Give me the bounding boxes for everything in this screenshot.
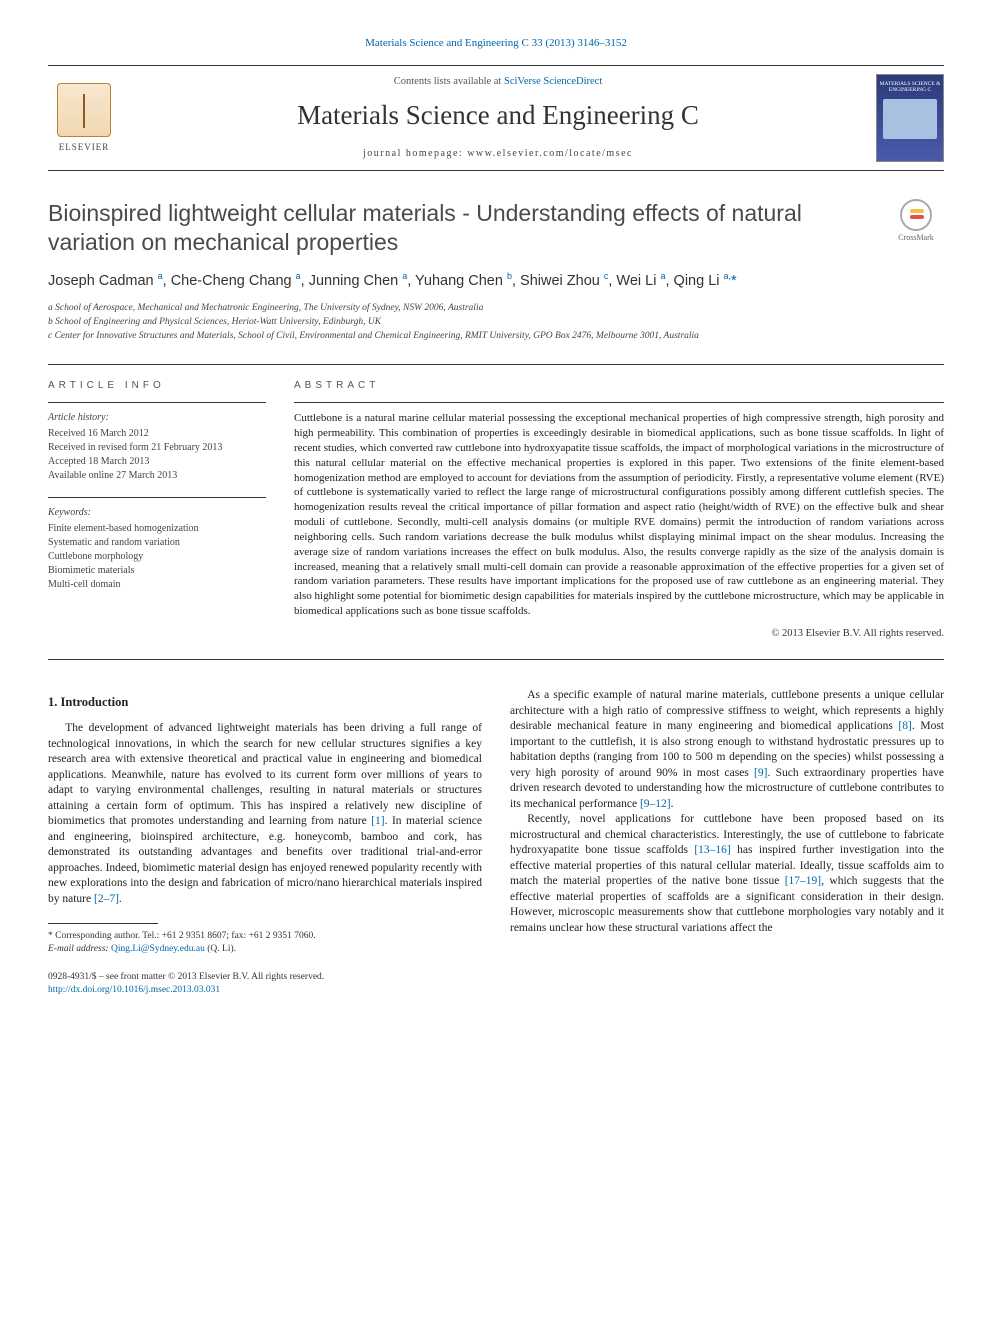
body-paragraph: As a specific example of natural marine …	[510, 688, 944, 812]
body-text: .	[119, 893, 122, 905]
publisher-name: ELSEVIER	[59, 141, 110, 153]
journal-title: Materials Science and Engineering C	[120, 97, 876, 133]
ref-link[interactable]: [1]	[371, 815, 384, 827]
history-line: Received in revised form 21 February 201…	[48, 441, 266, 455]
affiliation-c: c Center for Innovative Structures and M…	[48, 330, 944, 343]
journal-header: ELSEVIER Contents lists available at Sci…	[48, 65, 944, 171]
doi-link[interactable]: http://dx.doi.org/10.1016/j.msec.2013.03…	[48, 984, 482, 997]
divider	[48, 659, 944, 660]
cover-image-placeholder	[883, 99, 937, 139]
abstract-copyright: © 2013 Elsevier B.V. All rights reserved…	[294, 627, 944, 641]
footnote-rule	[48, 923, 158, 924]
body-paragraph: The development of advanced lightweight …	[48, 721, 482, 907]
body-text: The development of advanced lightweight …	[48, 722, 482, 827]
ref-link[interactable]: [9]	[754, 767, 767, 779]
column-footer: * Corresponding author. Tel.: +61 2 9351…	[48, 923, 482, 997]
keyword: Systematic and random variation	[48, 536, 266, 550]
author-list: Joseph Cadman a, Che-Cheng Chang a, Junn…	[48, 270, 944, 291]
keyword: Cuttlebone morphology	[48, 550, 266, 564]
article-title: Bioinspired lightweight cellular materia…	[48, 199, 876, 257]
journal-homepage: journal homepage: www.elsevier.com/locat…	[120, 147, 876, 161]
abstract-column: ABSTRACT Cuttlebone is a natural marine …	[294, 379, 944, 641]
keyword: Biomimetic materials	[48, 564, 266, 578]
crossmark-label: CrossMark	[898, 233, 934, 242]
history-line: Accepted 18 March 2013	[48, 455, 266, 469]
cover-text: MATERIALS SCIENCE & ENGINEERING C	[877, 81, 943, 93]
body-text: .	[671, 798, 674, 810]
history-header: Article history:	[48, 411, 266, 425]
citation-line: Materials Science and Engineering C 33 (…	[48, 36, 944, 51]
corresponding-author-note: * Corresponding author. Tel.: +61 2 9351…	[48, 930, 482, 957]
corr-line-1: * Corresponding author. Tel.: +61 2 9351…	[48, 930, 482, 943]
abstract-text: Cuttlebone is a natural marine cellular …	[294, 411, 944, 619]
body-paragraph: Recently, novel applications for cuttleb…	[510, 812, 944, 936]
contents-line: Contents lists available at SciVerse Sci…	[120, 75, 876, 89]
divider	[48, 364, 944, 365]
divider	[294, 402, 944, 403]
affiliations: a School of Aerospace, Mechanical and Me…	[48, 302, 944, 344]
affiliation-b: b School of Engineering and Physical Sci…	[48, 316, 944, 329]
body-columns: 1. Introduction The development of advan…	[48, 688, 944, 997]
corr-line-2: E-mail address: Qing.Li@Sydney.edu.au (Q…	[48, 943, 482, 956]
email-label: E-mail address:	[48, 944, 111, 954]
ref-link[interactable]: [8]	[898, 720, 911, 732]
sciencedirect-link[interactable]: SciVerse ScienceDirect	[504, 76, 602, 87]
title-row: Bioinspired lightweight cellular materia…	[48, 199, 944, 257]
email-link[interactable]: Qing.Li@Sydney.edu.au	[111, 944, 205, 954]
history-line: Available online 27 March 2013	[48, 469, 266, 483]
section-heading-1: 1. Introduction	[48, 694, 482, 711]
ref-link[interactable]: [9–12]	[640, 798, 671, 810]
keywords-block: Keywords: Finite element-based homogeniz…	[48, 506, 266, 592]
elsevier-logo: ELSEVIER	[48, 76, 120, 160]
keywords-header: Keywords:	[48, 506, 266, 520]
email-suffix: (Q. Li).	[205, 944, 236, 954]
publication-footer: 0928-4931/$ – see front matter © 2013 El…	[48, 971, 482, 998]
keyword: Multi-cell domain	[48, 578, 266, 592]
keyword: Finite element-based homogenization	[48, 522, 266, 536]
article-info-column: ARTICLE INFO Article history: Received 1…	[48, 379, 266, 641]
info-abstract-row: ARTICLE INFO Article history: Received 1…	[48, 379, 944, 641]
front-matter-line: 0928-4931/$ – see front matter © 2013 El…	[48, 971, 482, 984]
body-text: . In material science and engineering, b…	[48, 815, 482, 905]
ref-link[interactable]: [17–19]	[785, 875, 821, 887]
ref-link[interactable]: [2–7]	[94, 893, 119, 905]
article-info-label: ARTICLE INFO	[48, 379, 266, 393]
journal-cover-thumbnail: MATERIALS SCIENCE & ENGINEERING C	[876, 74, 944, 162]
divider	[48, 402, 266, 403]
crossmark-widget[interactable]: CrossMark	[888, 199, 944, 244]
affiliation-a: a School of Aerospace, Mechanical and Me…	[48, 302, 944, 315]
crossmark-icon	[900, 199, 932, 231]
elsevier-tree-icon	[57, 83, 111, 137]
header-center: Contents lists available at SciVerse Sci…	[120, 75, 876, 161]
contents-prefix: Contents lists available at	[394, 76, 504, 87]
ref-link[interactable]: [13–16]	[694, 844, 730, 856]
body-text: As a specific example of natural marine …	[510, 689, 944, 732]
history-line: Received 16 March 2012	[48, 427, 266, 441]
divider	[48, 497, 266, 498]
article-history: Article history: Received 16 March 2012 …	[48, 411, 266, 483]
abstract-label: ABSTRACT	[294, 379, 944, 393]
